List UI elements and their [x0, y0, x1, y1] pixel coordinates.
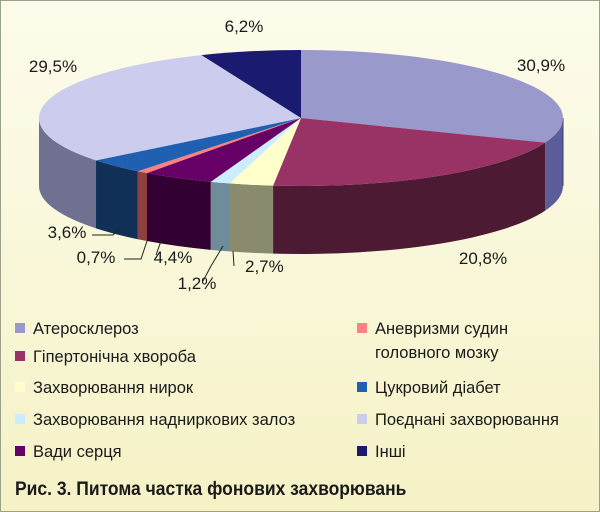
legend-item-other: Інші [357, 440, 406, 464]
legend-item-hypertension: Гіпертонічна хвороба [15, 345, 196, 369]
slice-вади-серця-label: 4,4% [154, 248, 193, 267]
leader-3-6 [92, 228, 120, 236]
slice-атеросклероз-label: 30,9% [517, 56, 565, 75]
legend-label: Вади серця [33, 443, 122, 461]
legend-label: Аневризми судин головного мозку [375, 320, 509, 362]
pie-chart: 30,9% 20,8% 2,7% 1,2% 4,4% 0,7% 3,6% 29,5% 6,2% [29, 17, 565, 293]
legend-swatch [15, 351, 25, 361]
legend-label: Гіпертонічна хвороба [33, 348, 196, 366]
slice-інші [201, 50, 301, 118]
slice-атеросклероз-side [545, 118, 563, 211]
slice-захворювання-наднирковиx-залоз-side [210, 181, 230, 252]
legend-item-atherosclerosis: Атеросклероз [15, 317, 139, 341]
slice-поєднані-захворювання [39, 55, 302, 161]
slice-гіпертонічна-хвороба-side [273, 142, 546, 254]
legend: Атеросклероз Гіпертонічна хвороба Захвор… [15, 313, 595, 473]
slice-захворювання-нирок [229, 118, 301, 186]
legend-item-kidney: Захворювання нирок [15, 376, 193, 400]
slice-цукровий-діабет-side [96, 160, 138, 240]
slice-вади-серця-side [147, 173, 211, 250]
slice-аневризми-судин-головного-мозку-label: 0,7% [77, 248, 116, 267]
slice-інші-label: 6,2% [225, 17, 264, 36]
slice-аневризми-судин-головного-мозку-side [137, 171, 148, 242]
legend-label: Інші [375, 443, 406, 461]
slice-цукровий-діабет-label: 3,6% [48, 223, 87, 242]
slice-атеросклероз [301, 50, 564, 143]
slice-гіпертонічна-хвороба [273, 118, 546, 186]
leader-0-7 [124, 240, 148, 260]
legend-swatch [357, 414, 367, 424]
legend-swatch [357, 323, 367, 333]
slice-вади-серця [147, 118, 301, 182]
legend-swatch [357, 446, 367, 456]
legend-label: Захворювання наднирковиx залоз [33, 411, 296, 429]
slice-захворювання-нирок-side [229, 183, 274, 254]
legend-swatch [15, 446, 25, 456]
leader-4-4 [155, 240, 162, 256]
legend-item-adrenal: Захворювання наднирковиx залоз [15, 408, 295, 432]
legend-label: Захворювання нирок [33, 379, 194, 397]
legend-swatch [15, 323, 25, 333]
legend-item-aneurysm: Аневризми судин головного мозку [357, 317, 508, 365]
slice-захворювання-нирок-label: 2,7% [245, 257, 284, 276]
legend-label: Поєднані захворювання [375, 411, 559, 429]
legend-item-diabetes: Цукровий діабет [357, 376, 501, 400]
legend-label: Атеросклероз [33, 320, 139, 338]
legend-swatch [357, 382, 367, 392]
slice-гіпертонічна-хвороба-label: 20,8% [459, 249, 507, 268]
slice-аневризми-судин-головного-мозку [137, 118, 301, 174]
slice-захворювання-наднирковиx-залоз-label: 1,2% [178, 274, 217, 293]
slice-поєднані-захворювання-side [39, 118, 97, 229]
slice-цукровий-діабет [96, 118, 301, 172]
legend-swatch [15, 414, 25, 424]
leader-2-7 [232, 250, 235, 267]
legend-swatch [15, 382, 25, 392]
legend-item-heart-defects: Вади серця [15, 440, 122, 464]
figure-caption: Рис. 3. Питома частка фонових захворюван… [15, 479, 407, 500]
slice-захворювання-наднирковиx-залоз [210, 118, 301, 184]
leader-1-2 [202, 245, 224, 282]
slice-поєднані-захворювання-label: 29,5% [29, 57, 77, 76]
legend-item-combined: Поєднані захворювання [357, 408, 559, 432]
legend-label: Цукровий діабет [375, 379, 501, 397]
